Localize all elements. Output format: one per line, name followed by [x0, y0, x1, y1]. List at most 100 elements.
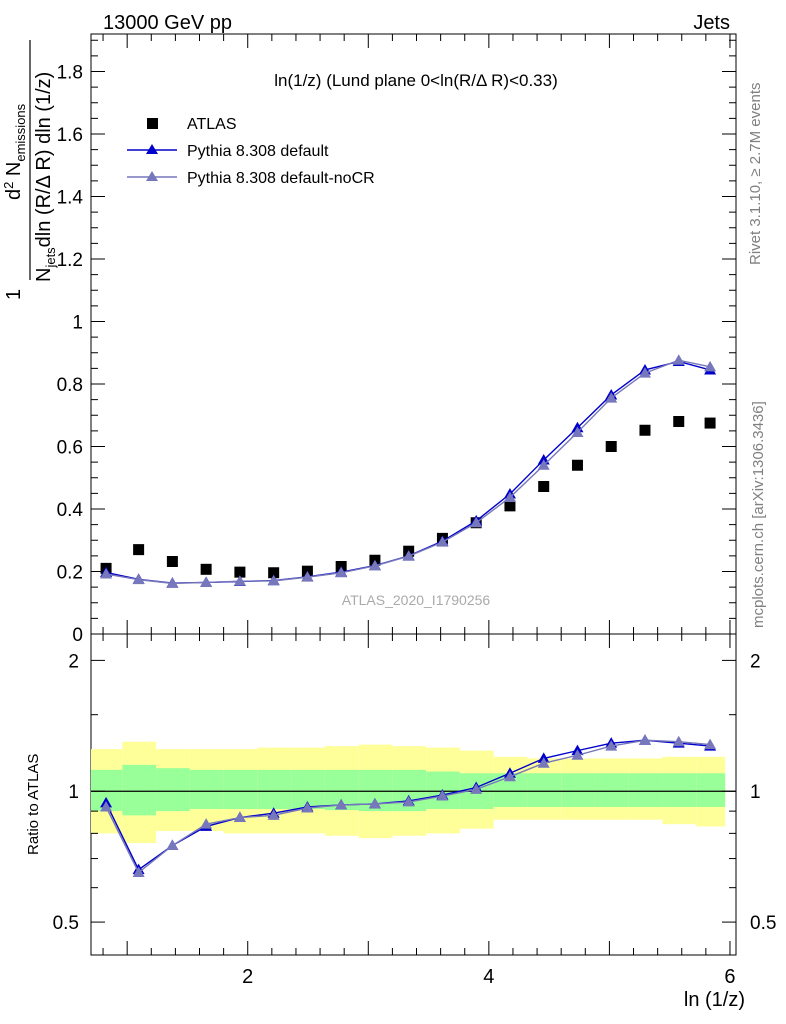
ratio-tick-label-right-0: 0.5 — [750, 913, 776, 934]
legend-marker-atlas — [147, 118, 158, 129]
y-tick-label-5: 1 — [72, 313, 83, 334]
y-tick-label-1: 0.2 — [57, 563, 83, 584]
ratio-tick-label-right-1: 1 — [750, 782, 761, 803]
legend-label-atlas: ATLAS — [187, 116, 237, 133]
nocr-ratio-point-16 — [638, 734, 651, 745]
nocr-top-point-11 — [470, 516, 483, 528]
nocr-top-point-6 — [301, 571, 314, 582]
watermark: ATLAS_2020_I1790256 — [342, 592, 491, 608]
rivet-label: Rivet 3.1.10, ≥ 2.7M events — [747, 83, 764, 266]
nocr-ratio-point-7 — [335, 798, 348, 810]
nocr-top-point-4 — [233, 575, 246, 586]
svg-text:d2 Nemissions: d2 Nemissions — [1, 103, 28, 200]
band-inner-1 — [122, 764, 157, 816]
atlas-point-3 — [200, 563, 212, 575]
band-inner-2 — [156, 768, 190, 812]
nocr-top-point-12 — [503, 491, 516, 502]
nocr-top-point-1 — [132, 573, 145, 585]
nocr-top-point-17 — [672, 354, 685, 365]
band-inner-3 — [189, 769, 224, 810]
legend: ATLAS Pythia 8.308 default Pythia 8.308 … — [127, 116, 375, 187]
y-tick-label-8: 1.6 — [57, 125, 83, 146]
atlas-point-16 — [639, 424, 651, 436]
nocr-top-point-10 — [436, 536, 449, 547]
nocr-ratio-point-11 — [470, 783, 483, 794]
svg-text:Njetsdln (R/Δ R) dln (1/z): Njetsdln (R/Δ R) dln (1/z) — [33, 72, 58, 282]
nocr-ratio-point-8 — [368, 797, 381, 809]
nocr-top-point-15 — [605, 392, 618, 403]
y-tick-label-4: 0.8 — [57, 375, 83, 396]
header-left: 13000 GeV pp — [103, 12, 232, 34]
legend-marker-default — [146, 144, 158, 154]
nocr-top-point-5 — [267, 574, 280, 586]
x-tick-label-0: 2 — [242, 966, 253, 988]
nocr-top-point-2 — [166, 577, 179, 588]
x-tick-label-1: 4 — [483, 966, 494, 988]
ratio-tick-label-left-1: 1 — [68, 782, 79, 803]
atlas-point-18 — [704, 417, 716, 429]
ratio-tick-label-left-2: 2 — [68, 651, 79, 672]
legend-marker-nocr — [146, 171, 158, 181]
x-axis-label: ln (1/z) — [684, 989, 745, 1011]
band-inner-18 — [696, 773, 726, 807]
y-tick-label-0: 0 — [72, 625, 83, 646]
atlas-point-12 — [504, 500, 516, 512]
band-inner-4 — [223, 769, 258, 810]
y-axis-label-ratio: Ratio to ATLAS — [25, 754, 42, 855]
y-tick-label-2: 0.4 — [57, 500, 84, 521]
nocr-ratio-point-14 — [571, 749, 584, 760]
x-tick-label-2: 6 — [724, 966, 735, 988]
y-tick-label-9: 1.8 — [57, 63, 83, 84]
nocr-ratio-point-13 — [537, 757, 550, 768]
atlas-point-17 — [673, 416, 685, 427]
y-tick-label-7: 1.4 — [57, 188, 84, 209]
band-inner-15 — [594, 773, 629, 807]
y-axis-label-top: 1 Njetsdln (R/Δ R) dln (1/z) d2 Nemissio… — [1, 40, 58, 300]
nocr-top-point-8 — [368, 559, 381, 571]
nocr-top-point-18 — [704, 360, 717, 372]
band-inner-16 — [628, 773, 663, 807]
nocr-top-point-7 — [335, 566, 348, 578]
nocr-ratio-point-17 — [672, 735, 685, 747]
y-tick-label-6: 1.2 — [57, 250, 83, 271]
nocr-ratio-point-9 — [402, 795, 415, 807]
header-right: Jets — [693, 12, 730, 34]
nocr-ratio-point-0 — [100, 800, 113, 812]
svg-text:1: 1 — [3, 289, 25, 300]
band-inner-13 — [527, 773, 562, 807]
nocr-ratio-point-1 — [132, 866, 145, 878]
chart-title: ln(1/z) (Lund plane 0<ln(R/Δ R)<0.33) — [274, 71, 558, 90]
atlas-point-15 — [605, 441, 617, 452]
band-inner-17 — [662, 773, 697, 807]
nocr-ratio-point-10 — [436, 790, 449, 801]
nocr-top-point-13 — [537, 459, 550, 470]
atlas-point-14 — [571, 459, 583, 471]
nocr-top-point-14 — [571, 426, 584, 437]
nocr-ratio-point-15 — [605, 740, 618, 751]
nocr-top-point-3 — [200, 576, 213, 587]
nocr-top-point-9 — [402, 550, 415, 561]
atlas-point-13 — [538, 481, 550, 492]
ratio-tick-label-left-0: 0.5 — [53, 913, 79, 934]
atlas-point-4 — [234, 566, 246, 578]
nocr-ratio-point-4 — [233, 811, 246, 823]
nocr-ratio-point-18 — [704, 738, 717, 750]
mcplots-label: mcplots.cern.ch [arXiv:1306.3436] — [750, 401, 767, 628]
nocr-top-point-16 — [638, 367, 651, 378]
nocr-ratio-point-12 — [503, 770, 516, 782]
band-inner-14 — [561, 773, 595, 807]
y-tick-label-3: 0.6 — [57, 438, 83, 459]
nocr-ratio-point-6 — [301, 802, 314, 813]
atlas-point-1 — [133, 544, 145, 556]
ratio-tick-label-right-2: 2 — [750, 651, 761, 672]
atlas-point-5 — [268, 567, 280, 579]
legend-label-default: Pythia 8.308 default — [187, 143, 329, 160]
nocr-top-point-0 — [100, 568, 113, 579]
nocr-ratio-point-3 — [200, 818, 213, 829]
nocr-ratio-point-2 — [166, 839, 179, 851]
atlas-point-2 — [166, 556, 178, 567]
band-inner-5 — [257, 769, 292, 810]
legend-label-nocr: Pythia 8.308 default-noCR — [187, 170, 375, 187]
nocr-ratio-point-5 — [267, 809, 280, 820]
